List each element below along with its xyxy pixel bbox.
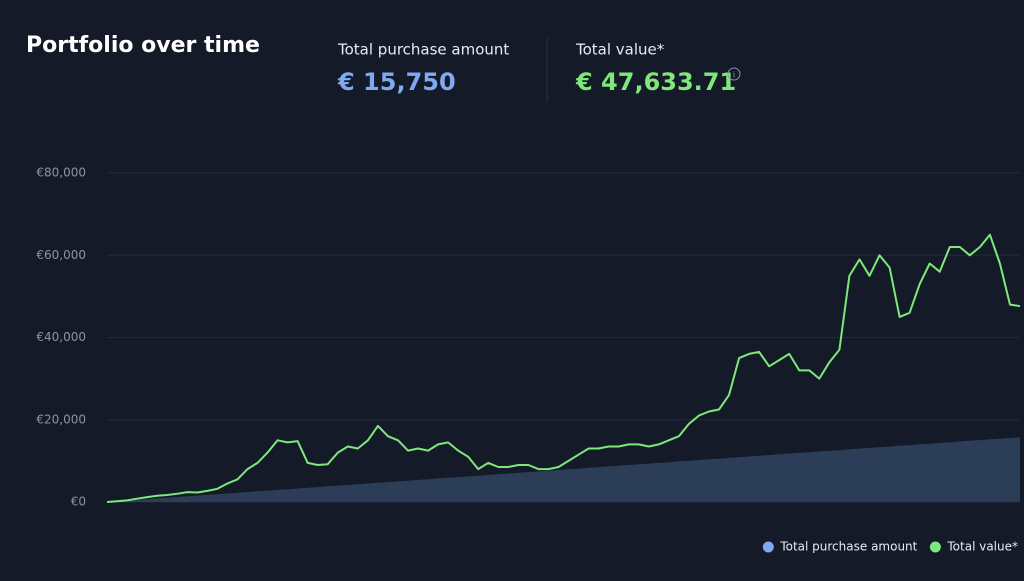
- chart-title: Portfolio over time: [26, 33, 260, 58]
- legend-label: Total value*: [946, 540, 1018, 554]
- stat-label: Total purchase amount: [337, 41, 509, 59]
- area: [107, 437, 1020, 502]
- legend-marker: [762, 541, 774, 553]
- stat-label: Total value*: [575, 41, 665, 59]
- legend-label: Total purchase amount: [779, 540, 917, 554]
- legend-marker: [929, 541, 941, 553]
- info-icon-glyph: i: [733, 71, 735, 80]
- stat-value: € 15,750: [337, 68, 456, 96]
- y-tick-label: €80,000: [36, 166, 86, 180]
- info-icon[interactable]: [727, 67, 741, 81]
- y-tick-label: €40,000: [36, 330, 86, 344]
- y-tick-label: €0: [71, 495, 86, 509]
- y-tick-label: €20,000: [36, 412, 86, 426]
- line: [106, 233, 1021, 503]
- y-tick-label: €60,000: [36, 248, 86, 262]
- stat-value: € 47,633.71: [575, 68, 736, 96]
